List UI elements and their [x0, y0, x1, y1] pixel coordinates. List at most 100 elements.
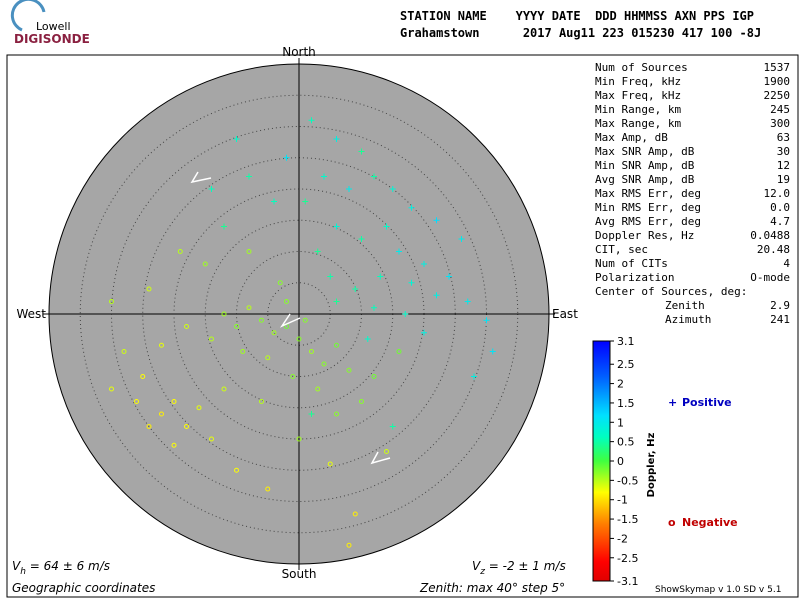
legend-label: Positive [682, 396, 732, 409]
source-negative [346, 542, 352, 548]
symbol: V [12, 559, 21, 573]
source-negative [234, 467, 239, 473]
colorbar-tick-label: -0.5 [617, 474, 638, 487]
direction-label: East [552, 307, 578, 321]
source-negative [246, 249, 252, 254]
source-positive [208, 186, 215, 192]
source-positive [271, 198, 277, 205]
frame [6, 54, 799, 598]
stat-label: Min Range, km [595, 103, 681, 116]
source-negative [171, 442, 177, 448]
logo-top: Lowell [36, 20, 71, 33]
source-negative [296, 336, 302, 342]
header-line: STATION NAME YYYY DATE DDD HHMMSS AXN PP… [400, 9, 754, 23]
colorbar-tick-label: 1.5 [617, 397, 635, 410]
source-negative [327, 461, 333, 467]
source-positive [458, 236, 465, 242]
stat-label: Num of CITs [595, 257, 668, 270]
footer-zenith: Zenith: max 40° step 5° [419, 581, 565, 595]
source-negative [234, 324, 239, 329]
source-positive [389, 186, 396, 192]
source-positive [383, 223, 390, 230]
source-positive [421, 261, 427, 267]
source-negative [209, 436, 214, 442]
direction-label: North [282, 45, 316, 59]
source-negative [302, 317, 308, 323]
source-negative [359, 399, 364, 404]
source-positive [333, 223, 340, 230]
source-negative [396, 349, 402, 354]
source-positive [246, 173, 252, 180]
source-negative [265, 355, 271, 361]
stat-label: Azimuth [665, 313, 711, 326]
stat-value: 4 [783, 257, 790, 270]
stat-value: 2.9 [770, 299, 790, 312]
source-negative [140, 374, 146, 379]
source-positive [321, 173, 327, 180]
colorbar-tick-label: -1.5 [617, 513, 638, 526]
source-positive [421, 329, 427, 336]
source-positive [389, 423, 396, 430]
source-positive [371, 173, 377, 180]
stat-value: 12.0 [764, 187, 791, 200]
source-negative [277, 280, 283, 286]
stat-value: 12 [777, 159, 790, 172]
source-positive [464, 298, 471, 305]
source-negative [196, 405, 202, 411]
footer-version: ShowSkymap v 1.0 SD v 5.1 [655, 585, 781, 595]
legend-symbol: + [668, 396, 677, 409]
value: = -2 ± 1 m/s [485, 559, 566, 573]
stat-label: Doppler Res, Hz [595, 229, 694, 242]
source-positive [346, 186, 352, 192]
stat-value: 1900 [764, 75, 791, 88]
stat-label: Min SNR Amp, dB [595, 159, 695, 172]
stat-value: 241 [770, 313, 790, 326]
stat-value: 0.0488 [750, 229, 790, 242]
source-positive [308, 117, 315, 124]
stat-label: Avg RMS Err, deg [595, 215, 701, 228]
logo-arc [10, 0, 46, 32]
stat-label: CIT, sec [595, 243, 648, 256]
source-negative [159, 411, 164, 417]
source-negative [146, 286, 152, 292]
stat-label: Min Freq, kHz [595, 75, 681, 88]
source-negative [346, 367, 352, 373]
source-negative [121, 349, 127, 354]
stat-value: 30 [777, 145, 790, 158]
stat-label: Max Amp, dB [595, 131, 668, 144]
stat-value: O-mode [750, 271, 790, 284]
stat-value: 1537 [764, 61, 791, 74]
drift-arrow [370, 451, 391, 465]
colorbar-tick-label: -1 [617, 494, 628, 507]
source-positive [446, 273, 452, 280]
source-positive [433, 217, 440, 224]
source-negative [177, 249, 183, 254]
source-negative [284, 299, 289, 304]
footer-vz: Vz = -2 ± 1 m/s [472, 559, 566, 577]
value: = 64 ± 6 m/s [26, 559, 110, 573]
stat-label: Polarization [595, 271, 674, 284]
source-negative [184, 324, 189, 329]
source-negative [159, 342, 164, 348]
source-negative [209, 336, 214, 342]
source-negative [271, 330, 277, 336]
colorbar-label: Doppler, Hz [646, 433, 657, 498]
source-negative [184, 424, 189, 429]
stat-label: Min RMS Err, deg [595, 201, 701, 214]
source-negative [259, 317, 264, 323]
stat-value: 0.0 [770, 201, 790, 214]
source-positive [333, 298, 340, 305]
stat-label: Num of Sources [595, 61, 688, 74]
source-positive [314, 248, 321, 255]
source-negative [290, 374, 296, 379]
source-negative [134, 399, 139, 404]
source-positive [408, 204, 415, 211]
source-positive [402, 311, 409, 317]
stat-value: 63 [777, 131, 790, 144]
source-negative [221, 311, 227, 317]
colorbar-tick-label: 2 [617, 378, 624, 391]
source-positive [327, 273, 334, 280]
source-positive [396, 248, 402, 255]
stat-value: 4.7 [770, 215, 790, 228]
